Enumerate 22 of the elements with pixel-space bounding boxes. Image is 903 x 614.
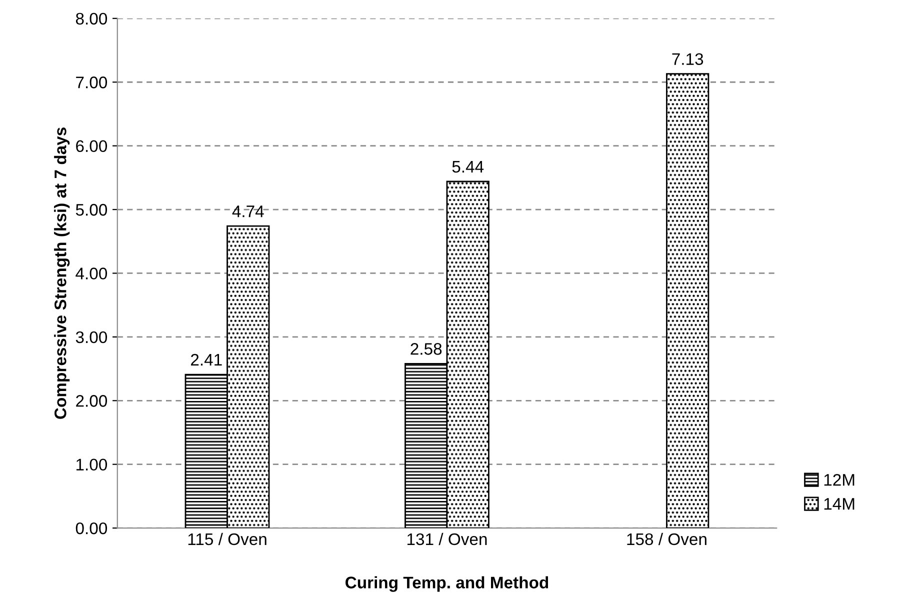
legend-label: 14M (824, 498, 854, 510)
y-tick-label: 7.00 (76, 76, 108, 88)
bar (666, 73, 710, 528)
data-label: 7.13 (672, 53, 704, 65)
data-label: 5.44 (452, 161, 484, 173)
y-tick-label: 5.00 (76, 204, 108, 216)
x-tick-label: 131 / Oven (407, 532, 487, 546)
y-tick-label: 3.00 (76, 331, 108, 344)
y-axis-title: Compressive Strength (ksi) at 7 days (54, 128, 70, 419)
x-tick-label: 115 / Oven (188, 532, 266, 546)
legend-label: 12M (824, 474, 854, 486)
data-label: 2.58 (410, 343, 442, 355)
y-tick-label: 0.00 (76, 522, 108, 534)
data-label: 2.41 (191, 354, 222, 366)
y-tick-label: 8.00 (76, 12, 108, 25)
x-axis-title: Curing Temp. and Method (346, 576, 548, 592)
y-tick-label: 6.00 (76, 140, 108, 152)
data-label: 4.74 (232, 206, 264, 218)
x-tick-label: 158 / Oven (627, 532, 706, 546)
y-tick-label: 1.00 (76, 458, 108, 471)
y-tick-label: 4.00 (76, 268, 108, 280)
y-tick-label: 2.00 (76, 395, 108, 407)
